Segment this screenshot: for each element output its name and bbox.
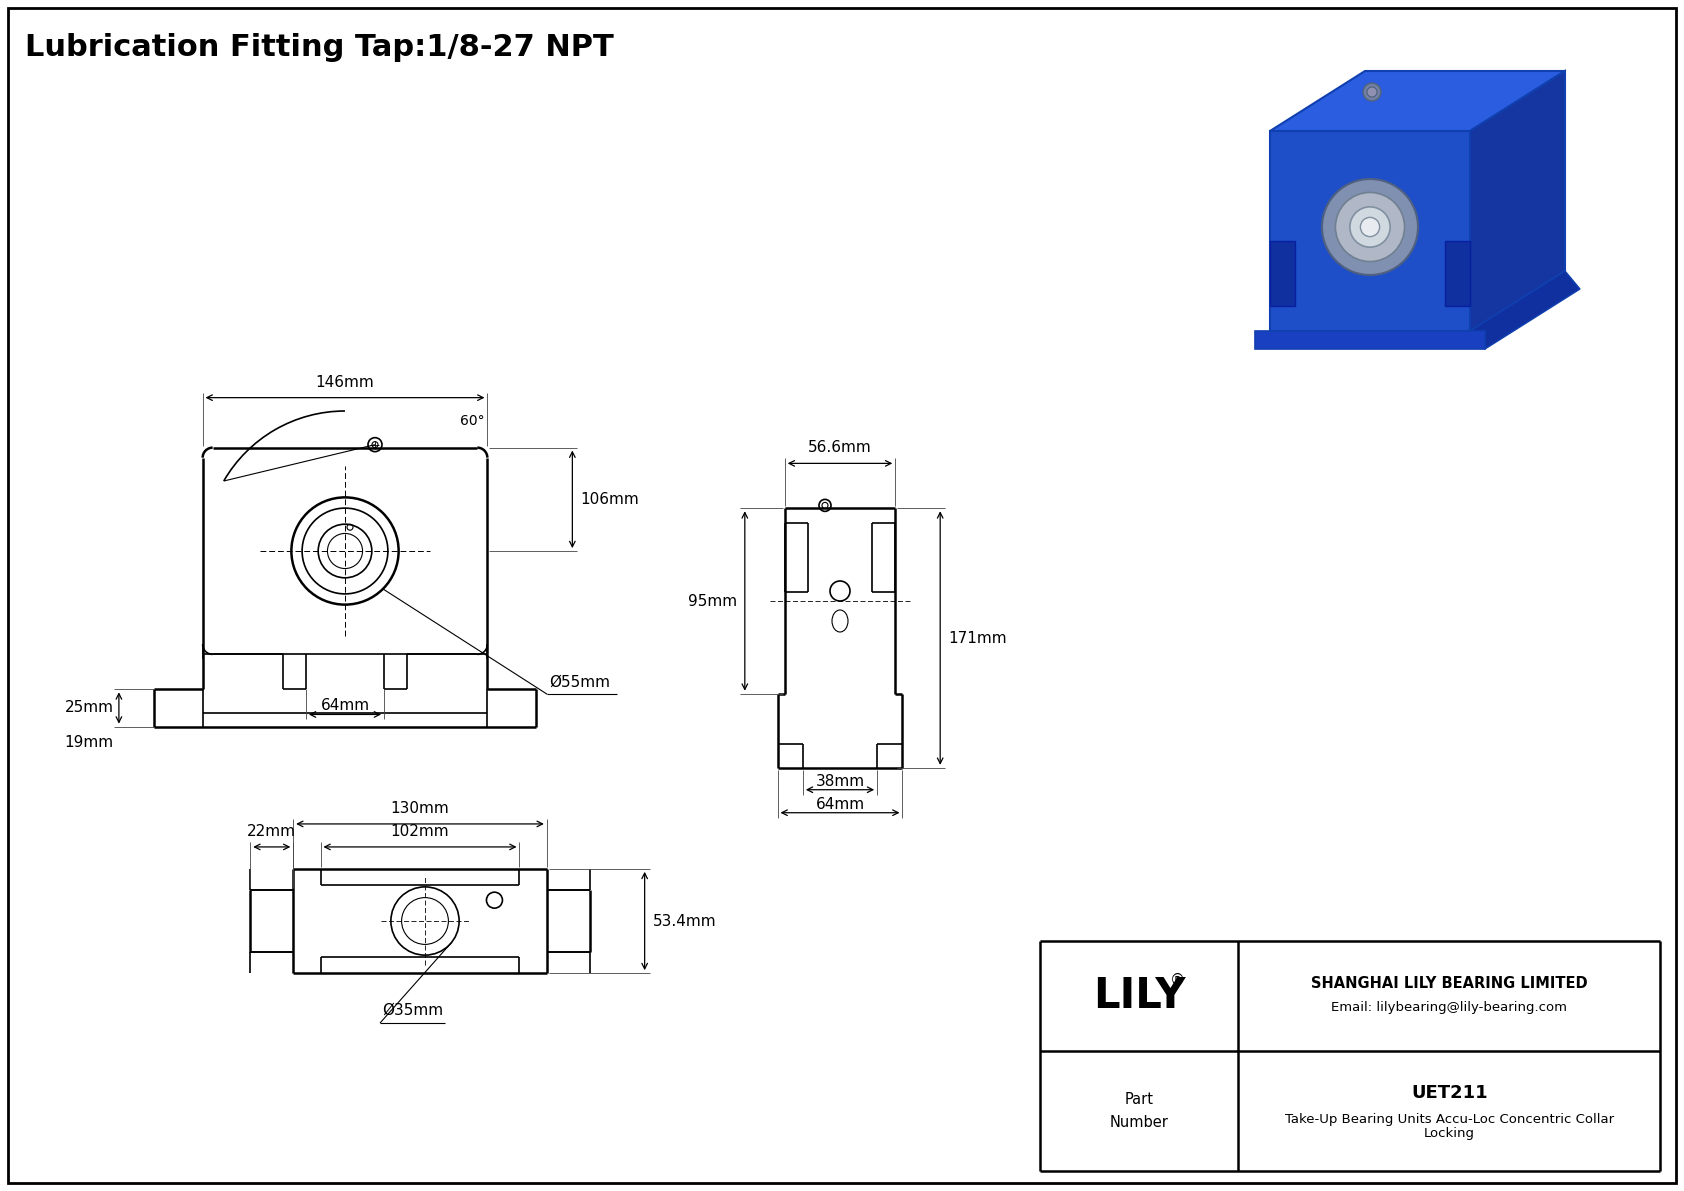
Circle shape [1335,193,1404,262]
Text: 19mm: 19mm [64,736,115,750]
Text: 60°: 60° [460,414,485,428]
Circle shape [1361,218,1379,237]
Bar [1255,331,1485,349]
Circle shape [1362,83,1381,101]
Bar [1270,241,1295,306]
Circle shape [1351,207,1391,248]
Text: 53.4mm: 53.4mm [653,913,716,929]
Circle shape [1322,179,1418,275]
Bar [1445,241,1470,306]
Text: 95mm: 95mm [687,593,738,609]
Text: Lubrication Fitting Tap:1/8-27 NPT: Lubrication Fitting Tap:1/8-27 NPT [25,33,613,62]
Text: SHANGHAI LILY BEARING LIMITED: SHANGHAI LILY BEARING LIMITED [1310,977,1588,991]
Text: ®: ® [1170,973,1186,987]
Circle shape [1367,87,1378,96]
Text: UET211: UET211 [1411,1084,1487,1102]
Text: 130mm: 130mm [391,800,450,816]
Text: Take-Up Bearing Units Accu-Loc Concentric Collar: Take-Up Bearing Units Accu-Loc Concentri… [1285,1112,1613,1125]
Text: LILY: LILY [1093,975,1186,1017]
Text: Locking: Locking [1423,1127,1475,1140]
Text: Ø55mm: Ø55mm [549,674,610,690]
Text: 171mm: 171mm [948,630,1007,646]
Text: 64mm: 64mm [815,797,864,812]
Polygon shape [1270,131,1470,331]
Text: 56.6mm: 56.6mm [808,441,872,455]
Text: 146mm: 146mm [315,375,374,389]
Text: 25mm: 25mm [66,700,115,716]
Polygon shape [1270,71,1564,131]
Text: Ø35mm: Ø35mm [382,1003,443,1018]
Text: 64mm: 64mm [320,698,369,713]
Text: 22mm: 22mm [248,824,296,838]
Text: 38mm: 38mm [815,774,864,788]
Text: 102mm: 102mm [391,824,450,838]
Polygon shape [1470,71,1564,331]
Text: 106mm: 106mm [581,492,640,507]
Text: Part
Number: Part Number [1110,1092,1169,1129]
Polygon shape [1470,272,1580,349]
Text: Email: lilybearing@lily-bearing.com: Email: lilybearing@lily-bearing.com [1330,1002,1568,1015]
